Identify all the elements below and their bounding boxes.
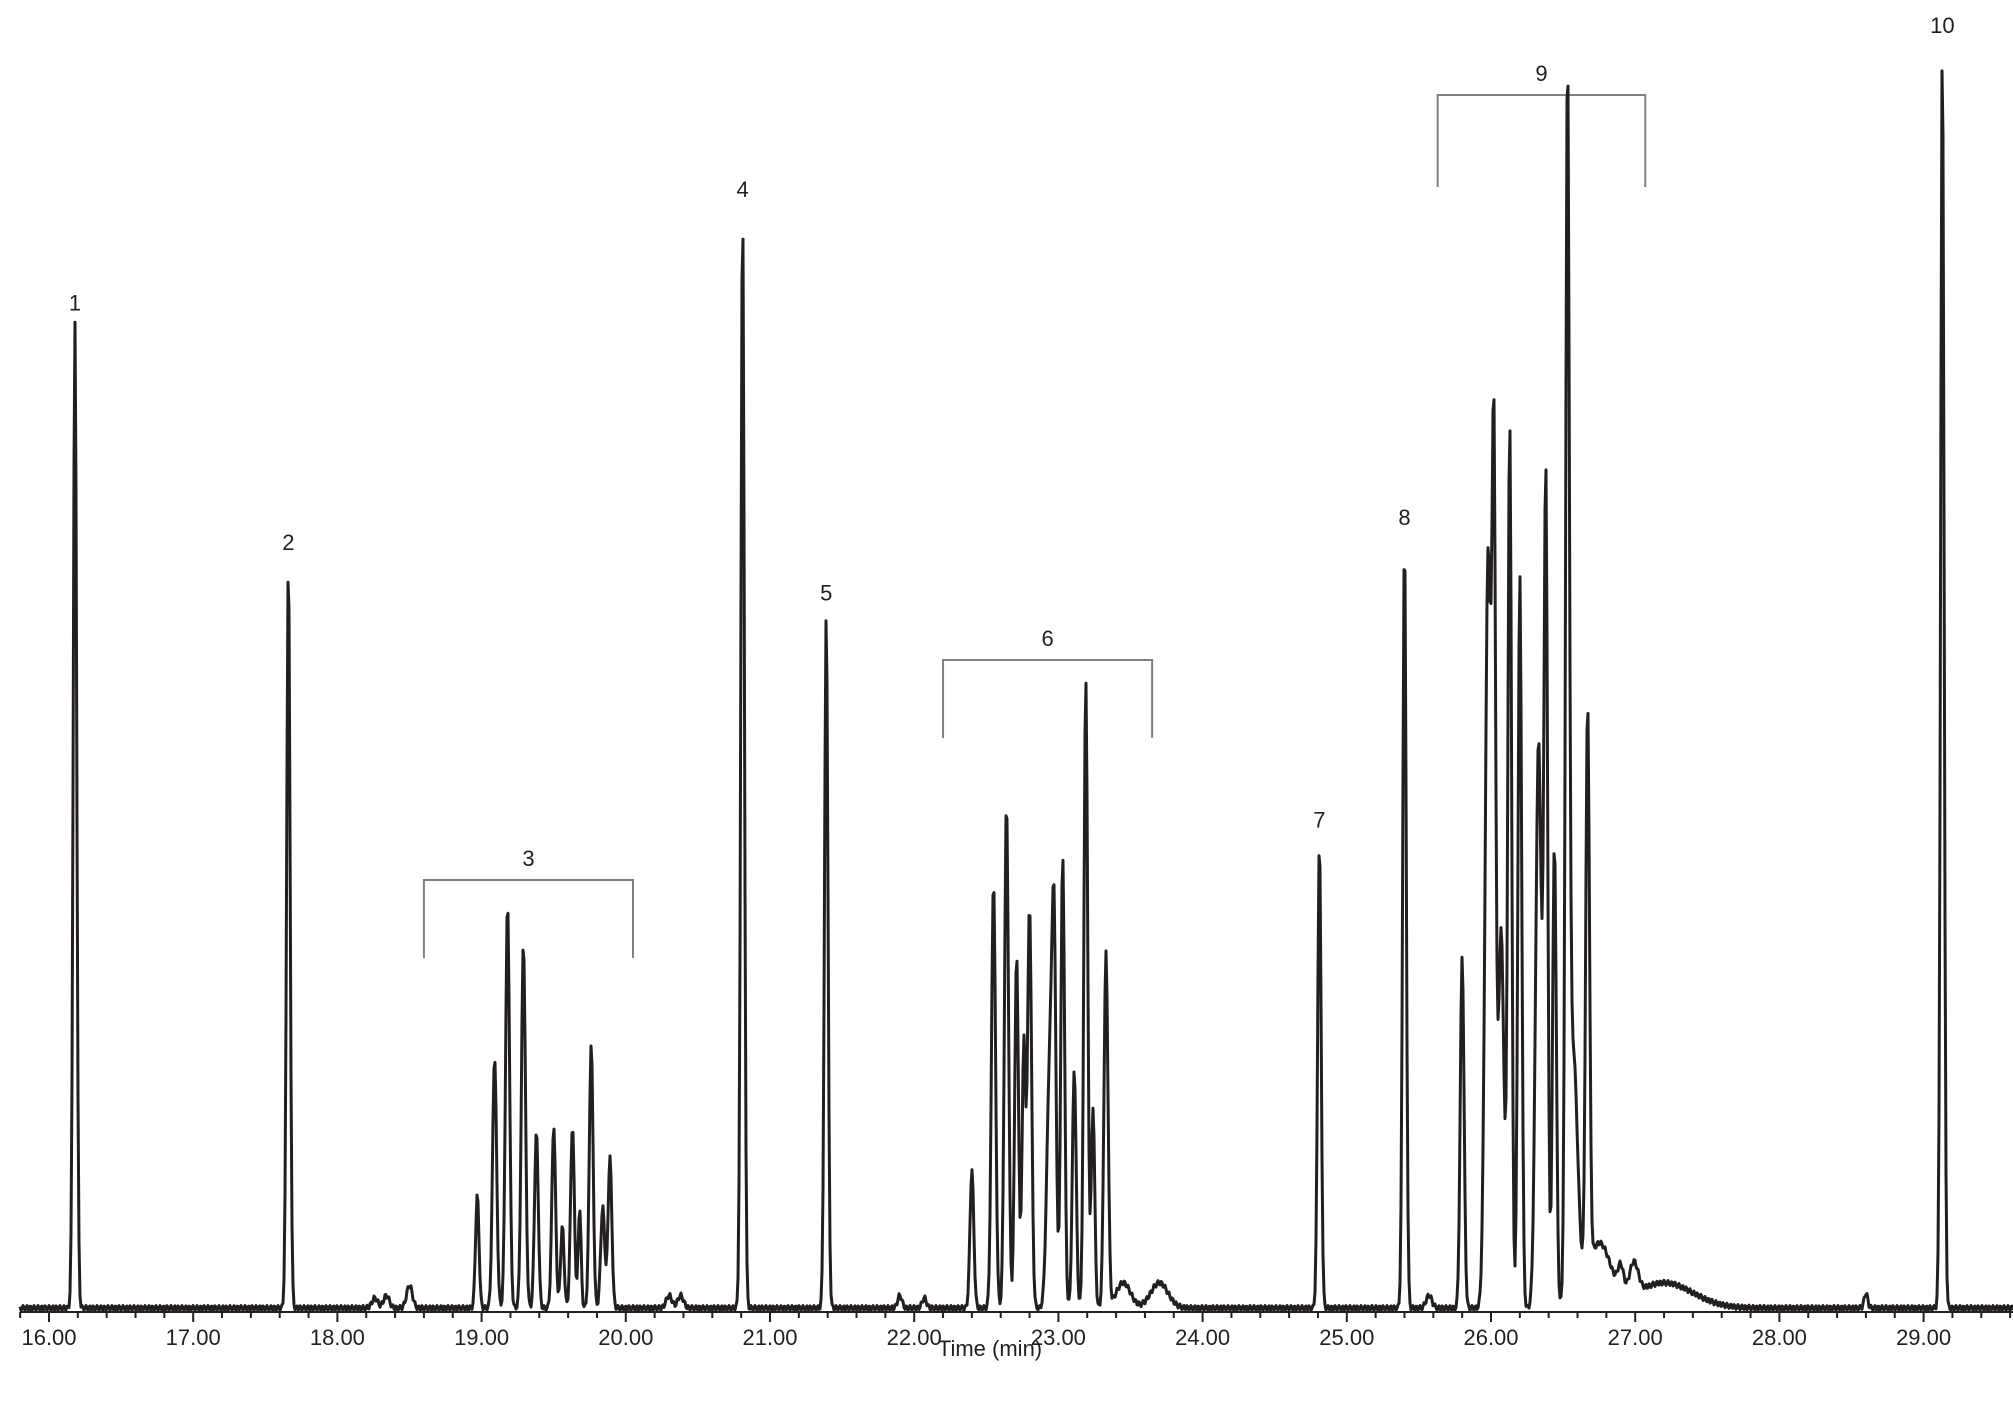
peak-label-1: 1 — [69, 290, 81, 315]
peak-label-8: 8 — [1398, 505, 1410, 530]
x-tick-label: 25.00 — [1319, 1325, 1374, 1350]
peak-group-brackets — [422, 94, 1647, 958]
x-tick-label: 22.00 — [887, 1325, 942, 1350]
bracket-3 — [422, 879, 635, 958]
x-tick-label: 29.00 — [1896, 1325, 1951, 1350]
x-tick-label: 27.00 — [1608, 1325, 1663, 1350]
x-axis-title: Time (min) — [938, 1336, 1042, 1361]
x-tick-label: 16.00 — [21, 1325, 76, 1350]
bracket-9 — [1436, 94, 1647, 187]
chromatogram-trace — [18, 69, 2013, 1312]
x-tick-label: 24.00 — [1175, 1325, 1230, 1350]
x-tick-label: 19.00 — [454, 1325, 509, 1350]
x-tick-label: 18.00 — [310, 1325, 365, 1350]
peak-label-2: 2 — [282, 530, 294, 555]
x-tick-label: 21.00 — [742, 1325, 797, 1350]
peak-label-3: 3 — [522, 846, 534, 871]
peak-label-7: 7 — [1313, 807, 1325, 832]
peak-label-5: 5 — [820, 580, 832, 605]
x-tick-label: 17.00 — [166, 1325, 221, 1350]
peak-label-6: 6 — [1041, 626, 1053, 651]
peak-label-10: 10 — [1930, 13, 1954, 38]
x-tick-label: 23.00 — [1031, 1325, 1086, 1350]
peak-label-9: 9 — [1535, 61, 1547, 86]
bracket-6 — [942, 659, 1154, 738]
peak-label-4: 4 — [736, 177, 748, 202]
peak-labels: 1 2 3 4 5 6 7 8 9 10 — [69, 13, 1955, 871]
x-tick-label: 26.00 — [1463, 1325, 1518, 1350]
x-tick-label: 20.00 — [598, 1325, 653, 1350]
x-axis-ticks: 16.00 17.00 18.00 19.00 20.00 21.00 22.00 23.00… — [19, 1312, 2012, 1350]
x-tick-label: 28.00 — [1752, 1325, 1807, 1350]
